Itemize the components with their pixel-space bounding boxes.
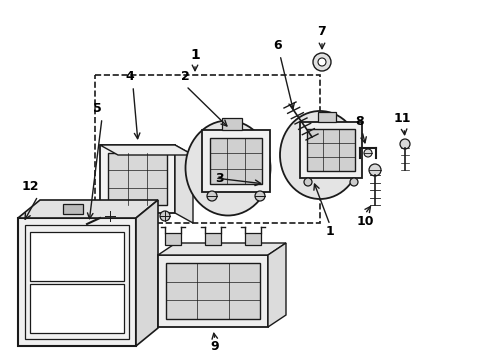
Text: 6: 6 xyxy=(274,39,282,52)
Ellipse shape xyxy=(186,121,270,216)
Circle shape xyxy=(400,139,410,149)
Bar xyxy=(108,153,167,205)
Text: 1: 1 xyxy=(190,48,200,62)
Bar xyxy=(205,233,221,245)
Bar xyxy=(18,218,136,346)
Polygon shape xyxy=(100,145,193,155)
Bar xyxy=(100,145,175,213)
Text: 9: 9 xyxy=(211,340,220,353)
Circle shape xyxy=(207,191,217,201)
Circle shape xyxy=(313,53,331,71)
Text: 5: 5 xyxy=(93,102,101,115)
Bar xyxy=(95,75,320,223)
Text: 12: 12 xyxy=(21,180,39,193)
Bar xyxy=(30,284,124,333)
Bar xyxy=(165,233,181,245)
Text: 3: 3 xyxy=(215,171,223,185)
Circle shape xyxy=(364,149,372,157)
Bar xyxy=(30,232,124,281)
Text: 8: 8 xyxy=(356,115,364,128)
Text: 1: 1 xyxy=(326,225,334,238)
Bar xyxy=(202,130,270,192)
Polygon shape xyxy=(158,243,286,255)
Bar xyxy=(307,129,355,171)
Circle shape xyxy=(81,222,89,230)
Text: 11: 11 xyxy=(393,112,411,125)
Polygon shape xyxy=(136,200,158,346)
Bar xyxy=(245,233,261,245)
Text: 10: 10 xyxy=(356,215,374,228)
Bar xyxy=(158,255,268,327)
Bar xyxy=(25,225,129,339)
Circle shape xyxy=(369,164,381,176)
Polygon shape xyxy=(18,200,158,218)
Circle shape xyxy=(350,178,358,186)
Ellipse shape xyxy=(280,111,360,199)
Bar xyxy=(166,263,260,319)
Bar xyxy=(222,118,242,130)
Text: 4: 4 xyxy=(125,70,134,83)
Bar xyxy=(63,204,83,214)
Bar xyxy=(300,122,362,178)
Circle shape xyxy=(304,178,312,186)
Circle shape xyxy=(318,58,326,66)
Polygon shape xyxy=(175,145,193,223)
Polygon shape xyxy=(268,243,286,327)
Circle shape xyxy=(255,191,265,201)
Bar xyxy=(318,112,336,122)
Bar xyxy=(210,138,262,184)
Circle shape xyxy=(160,211,170,221)
Text: 2: 2 xyxy=(181,70,189,83)
Text: 7: 7 xyxy=(318,25,326,38)
Circle shape xyxy=(105,211,115,221)
